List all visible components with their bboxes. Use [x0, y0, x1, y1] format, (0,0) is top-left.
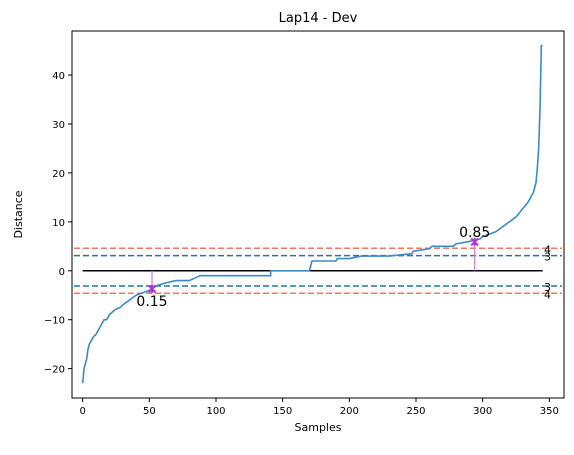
annotation-label: 0.85 [459, 225, 490, 241]
annotation-label: 0.15 [136, 294, 167, 310]
axes-frame [71, 30, 565, 399]
y-tick-label: −20 [44, 365, 65, 376]
reference-line-label: 3 [544, 251, 551, 264]
x-tick-label: 50 [143, 406, 156, 417]
reference-line-label: 3 [544, 281, 551, 294]
x-axis-label: Samples [295, 421, 342, 434]
series-line [81, 44, 543, 384]
reference-line-label: 4 [544, 288, 551, 301]
y-axis-label: Distance [12, 190, 25, 238]
annotation-marker [147, 284, 157, 294]
annotation-marker [470, 237, 479, 247]
y-tick-label: 30 [52, 120, 65, 131]
x-tick-label: 350 [540, 406, 559, 417]
y-tick-label: −10 [44, 316, 65, 327]
x-axis: 0 50 100 150 200 250 300 350 [79, 398, 559, 417]
x-tick-label: 150 [273, 406, 292, 417]
chart-title: Lap14 - Dev [279, 11, 358, 26]
y-tick-label: 10 [52, 218, 65, 229]
y-axis: −20 −10 0 10 20 30 40 [44, 71, 72, 376]
y-tick-label: 20 [52, 169, 65, 180]
y-tick-label: 0 [59, 267, 65, 278]
x-tick-label: 250 [406, 406, 425, 417]
x-tick-label: 0 [79, 406, 85, 417]
x-tick-label: 200 [340, 406, 359, 417]
x-tick-label: 100 [206, 406, 225, 417]
y-tick-label: 40 [52, 71, 65, 82]
x-tick-label: 300 [473, 406, 492, 417]
plot-area [74, 44, 562, 384]
reference-line-label: 4 [544, 243, 551, 256]
